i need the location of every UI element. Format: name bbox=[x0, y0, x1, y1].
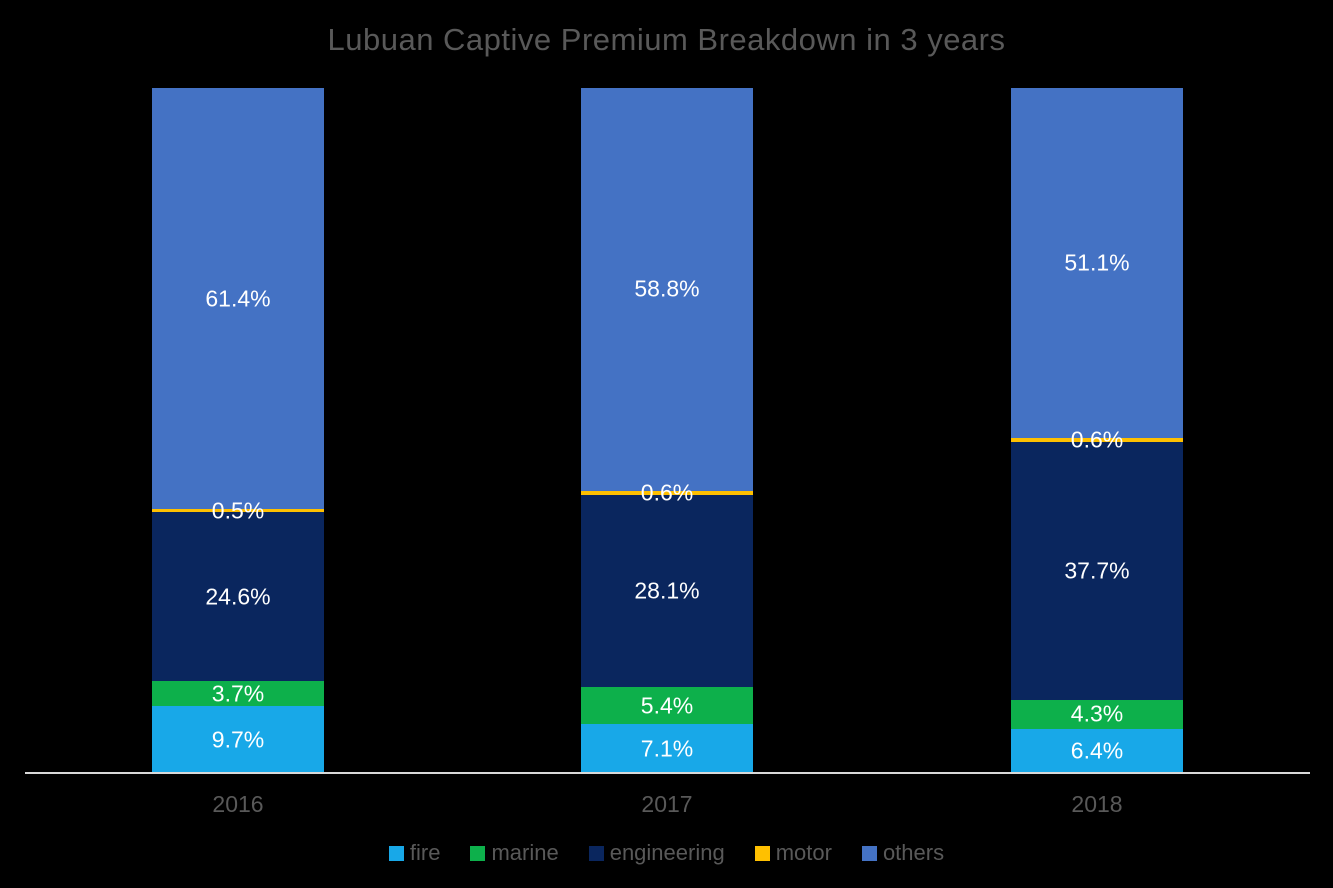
legend-label-others: others bbox=[882, 840, 945, 865]
data-label-others-2018: 51.1% bbox=[1064, 249, 1130, 276]
data-label-others-2016: 61.4% bbox=[205, 285, 271, 311]
legend-item-marine: marine bbox=[470, 840, 559, 865]
plot-area: 61.4% 0.5% 24.6% 3.7% 9.7% 58.8% 0.6% 28.1% 5.4%… bbox=[0, 88, 1333, 773]
data-label-motor-2016: 0.5% bbox=[211, 497, 265, 524]
bar-2016: 61.4% 0.5% 24.6% 3.7% 9.7% bbox=[152, 88, 324, 773]
segment-engineering-2018: 37.7% bbox=[1011, 441, 1183, 700]
legend-label-engineering: engineering bbox=[609, 840, 725, 865]
segment-engineering-2016: 24.6% bbox=[152, 512, 324, 682]
legend-swatch-marine bbox=[470, 845, 486, 861]
legend-swatch-fire bbox=[388, 845, 404, 861]
segment-motor-2016: 0.5% bbox=[152, 499, 324, 522]
legend-label-motor: motor bbox=[775, 840, 832, 865]
legend-swatch-motor bbox=[754, 845, 770, 861]
legend-item-motor: motor bbox=[754, 840, 832, 865]
segment-others-2016: 61.4% bbox=[152, 88, 324, 509]
data-label-marine-2016: 3.7% bbox=[211, 680, 265, 707]
data-label-motor-2018: 0.6% bbox=[1070, 426, 1124, 453]
data-label-marine-2017: 5.4% bbox=[640, 692, 694, 719]
segment-others-2018: 51.1% bbox=[1011, 88, 1183, 438]
x-axis-label-2017: 2017 bbox=[641, 791, 693, 817]
segment-others-2017: 58.8% bbox=[581, 88, 753, 491]
data-label-engineering-2018: 37.7% bbox=[1064, 557, 1130, 584]
legend-label-fire: fire bbox=[409, 840, 441, 865]
data-label-fire-2018: 6.4% bbox=[1070, 737, 1124, 764]
data-label-fire-2016: 9.7% bbox=[211, 726, 265, 753]
segment-fire-2018: 6.4% bbox=[1011, 729, 1183, 773]
segment-marine-2018: 4.3% bbox=[1011, 699, 1183, 730]
segment-engineering-2017: 28.1% bbox=[581, 494, 753, 688]
segment-motor-2017: 0.6% bbox=[581, 481, 753, 504]
segment-fire-2017: 7.1% bbox=[581, 724, 753, 773]
data-label-marine-2018: 4.3% bbox=[1070, 700, 1124, 727]
segment-marine-2017: 5.4% bbox=[581, 687, 753, 725]
data-label-fire-2017: 7.1% bbox=[640, 735, 694, 762]
data-label-engineering-2017: 28.1% bbox=[634, 577, 700, 604]
segment-marine-2016: 3.7% bbox=[152, 680, 324, 707]
legend-label-marine: marine bbox=[491, 840, 559, 865]
x-axis-line bbox=[25, 772, 1310, 774]
legend-item-engineering: engineering bbox=[588, 840, 725, 865]
legend-swatch-engineering bbox=[588, 845, 604, 861]
chart-title: Lubuan Captive Premium Breakdown in 3 ye… bbox=[327, 22, 1006, 57]
legend-item-fire: fire bbox=[388, 840, 441, 865]
data-label-motor-2017: 0.6% bbox=[640, 479, 694, 506]
segment-motor-2018: 0.6% bbox=[1011, 428, 1183, 451]
legend-item-others: others bbox=[861, 840, 945, 865]
bar-2017: 58.8% 0.6% 28.1% 5.4% 7.1% bbox=[581, 88, 753, 773]
legend: fire marine engineering motor others bbox=[0, 842, 1333, 864]
x-axis-label-2018: 2018 bbox=[1071, 791, 1123, 817]
segment-fire-2016: 9.7% bbox=[152, 706, 324, 773]
legend-swatch-others bbox=[861, 845, 877, 861]
data-label-others-2017: 58.8% bbox=[634, 275, 700, 302]
x-axis-label-2016: 2016 bbox=[212, 791, 264, 817]
data-label-engineering-2016: 24.6% bbox=[205, 583, 271, 610]
bar-2018: 51.1% 0.6% 37.7% 4.3% 6.4% bbox=[1011, 88, 1183, 773]
